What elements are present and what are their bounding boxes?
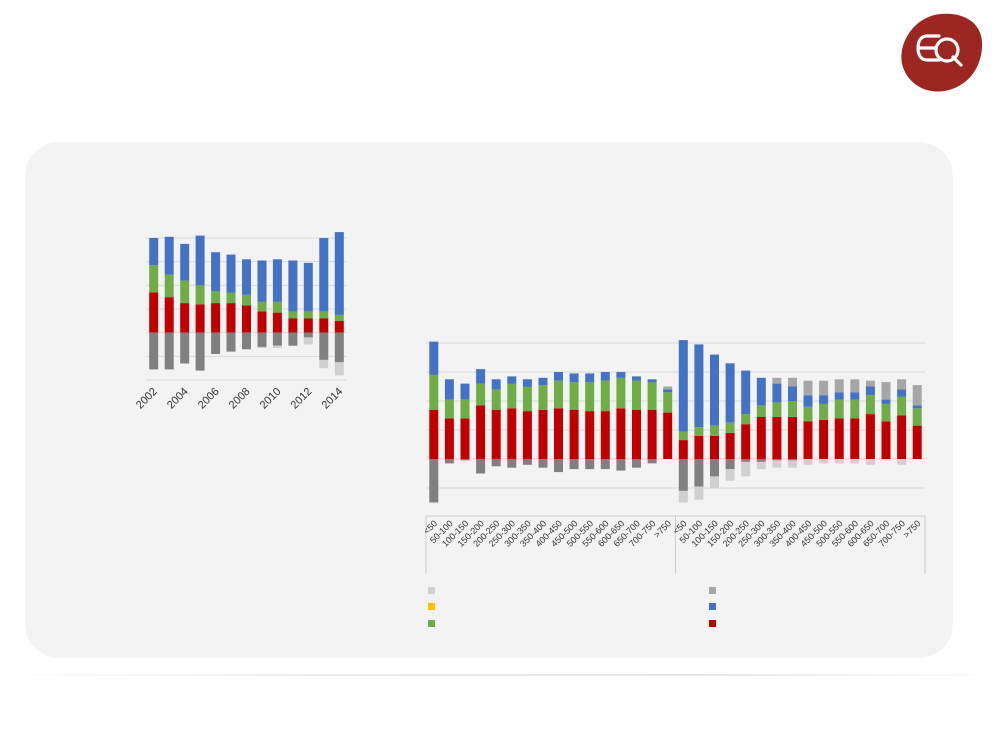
logo-letter-e [916,34,941,62]
footer-divider [30,674,975,676]
brand-logo [901,13,983,92]
logo-q-tail [951,55,963,67]
logo-letter-q [934,37,960,63]
chart-panel [25,142,953,658]
logo-blob [901,13,983,92]
